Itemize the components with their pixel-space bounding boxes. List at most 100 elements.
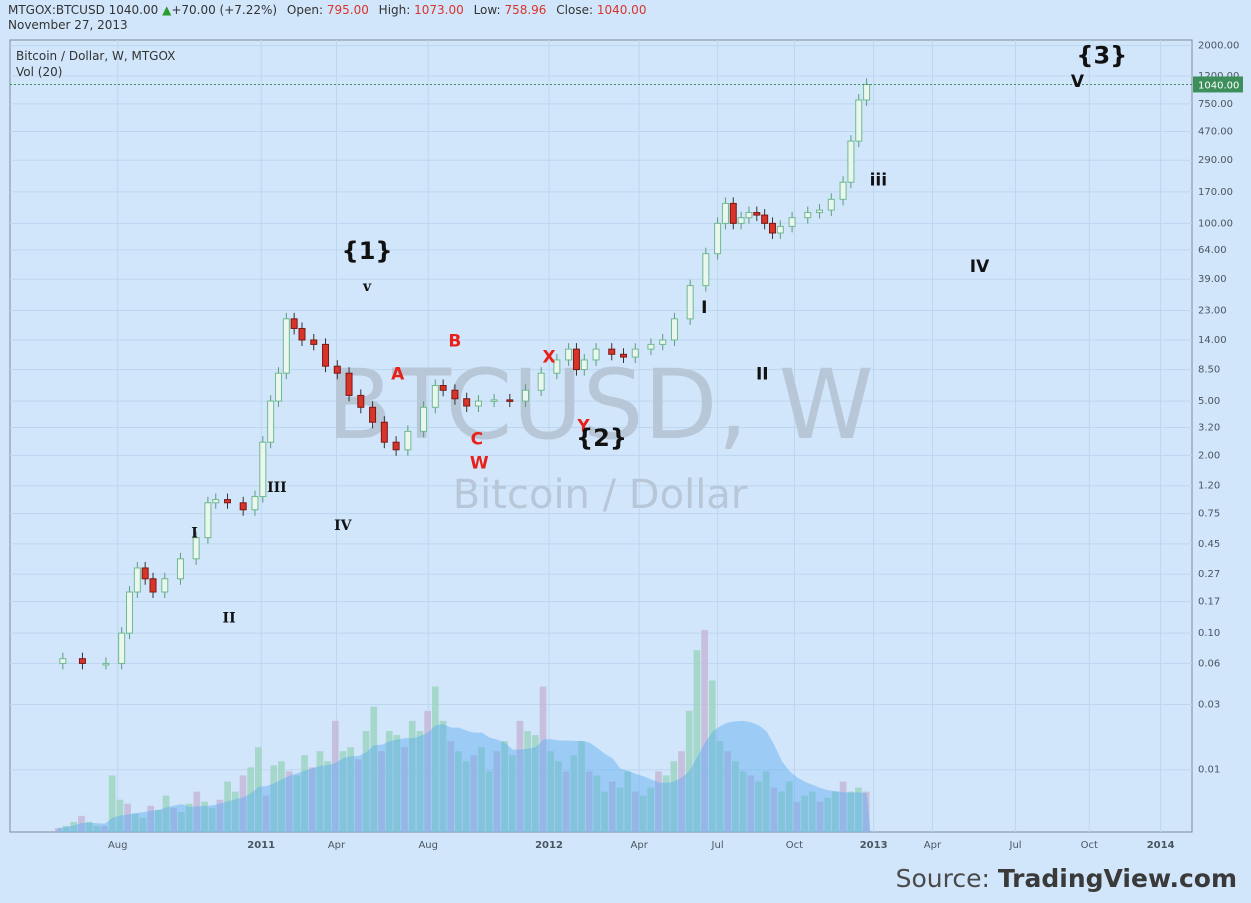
candle-body: [474, 400, 482, 407]
volume-bar: [55, 827, 62, 832]
volume-bar: [455, 751, 462, 832]
volume-bar: [832, 791, 839, 832]
candle: [474, 395, 482, 413]
watermark: BTCUSD, W: [327, 349, 874, 461]
volume-average-area: [55, 720, 871, 832]
volume-bar: [624, 771, 632, 832]
volume-bar: [608, 781, 616, 832]
volume-bar: [293, 775, 301, 832]
candle-body: [647, 343, 655, 350]
volume-bar: [324, 761, 331, 832]
volume-bar: [639, 795, 647, 832]
candle-body: [333, 365, 341, 374]
volume-bar: [793, 801, 801, 832]
candle-body: [565, 348, 573, 361]
quote-date: November 27, 2013: [8, 18, 128, 32]
wave-label: {1}: [342, 237, 393, 265]
x-tick-label: Aug: [108, 840, 128, 851]
volume-bar: [462, 761, 470, 832]
volume-bar: [701, 630, 708, 832]
volume-bar: [762, 771, 770, 832]
volume-bar: [193, 791, 201, 832]
candle: [310, 333, 318, 351]
y-tick-label: 750.00: [1198, 99, 1233, 110]
candle: [620, 348, 627, 364]
candle-body: [631, 348, 639, 358]
candle: [490, 393, 498, 408]
y-tick-label: 170.00: [1198, 187, 1233, 198]
wave-label: {2}: [576, 424, 627, 452]
y-tick-label: 0.27: [1198, 569, 1220, 580]
open-value: 795.00: [326, 3, 369, 17]
y-tick-label: 0.06: [1198, 658, 1220, 669]
candle-body: [608, 348, 616, 355]
y-tick-label: 64.00: [1198, 245, 1227, 256]
candle: [855, 94, 863, 148]
volume-bar: [139, 817, 147, 832]
y-tick-label: 2.00: [1198, 450, 1220, 461]
candle: [659, 333, 667, 351]
candle: [463, 392, 471, 413]
volume-bar: [308, 767, 316, 832]
candle: [133, 561, 141, 599]
candle-body: [839, 181, 847, 200]
candle: [251, 490, 259, 516]
volume-bar: [78, 815, 85, 832]
candle: [431, 379, 439, 414]
y-tick-label: 39.00: [1198, 274, 1227, 285]
high-value: 1073.00: [414, 3, 464, 17]
candle: [176, 552, 184, 585]
candle-body: [753, 212, 761, 216]
candle: [827, 193, 835, 217]
volume-bar: [239, 775, 247, 832]
candle-body: [659, 339, 667, 345]
candle-body: [251, 496, 259, 511]
volume-bar: [555, 761, 562, 832]
candle-body: [125, 591, 133, 634]
change-up-icon: ▲: [162, 3, 172, 17]
x-tick-label: Apr: [924, 840, 942, 851]
volume-bar: [847, 791, 855, 832]
wave-label: V: [1071, 72, 1085, 92]
volume-bar: [531, 735, 539, 832]
volume-bar: [562, 771, 570, 832]
last-price: 1040.00: [108, 3, 159, 17]
y-tick-label: 5.00: [1198, 396, 1220, 407]
candle-body: [537, 372, 545, 391]
candle-body: [737, 217, 745, 224]
candle-body: [855, 99, 863, 142]
candle: [804, 206, 812, 224]
y-tick-label: 14.00: [1198, 335, 1227, 346]
volume-bar: [316, 751, 324, 832]
candle: [670, 312, 678, 346]
volume-bar: [593, 775, 601, 832]
volume-bar: [716, 741, 724, 832]
volume-bar: [539, 686, 547, 832]
wave-label: v: [362, 279, 372, 295]
volume-bar: [347, 747, 355, 832]
candle-body: [357, 394, 365, 408]
candle: [816, 204, 824, 219]
candle: [322, 338, 330, 373]
wave-label: iii: [870, 170, 887, 190]
volume-bar: [201, 801, 208, 832]
volume-bar: [616, 787, 624, 832]
candle: [274, 367, 282, 408]
volume-bar: [470, 755, 478, 832]
volume-bar: [678, 751, 685, 832]
candle: [118, 627, 126, 670]
volume-bar: [262, 795, 270, 832]
candle-body: [59, 658, 67, 664]
volume-bar: [801, 795, 808, 832]
x-tick-label: Apr: [328, 840, 346, 851]
volume-bar: [101, 825, 108, 832]
candle: [239, 496, 247, 516]
candle: [761, 209, 769, 230]
x-tick-label: Oct: [786, 840, 803, 851]
volume-bar: [178, 811, 185, 832]
volume-bar: [185, 803, 193, 832]
candle: [192, 531, 200, 565]
candle-body: [439, 385, 447, 391]
candle-body: [392, 441, 400, 451]
